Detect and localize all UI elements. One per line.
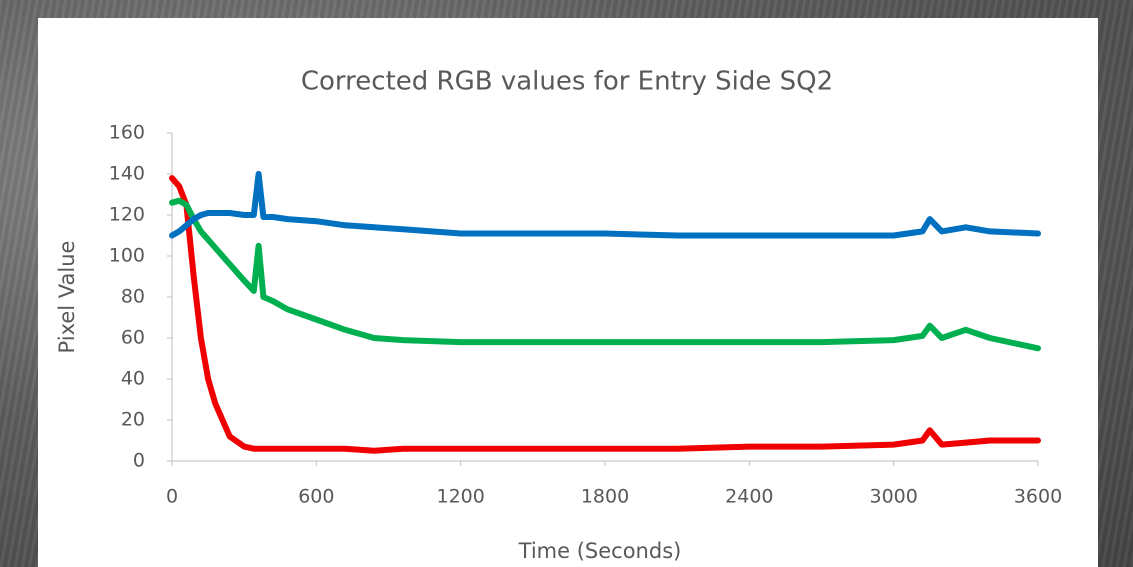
y-tick-label: 20 — [121, 409, 145, 431]
y-tick-label: 160 — [109, 122, 145, 144]
x-tick-label: 600 — [298, 486, 334, 508]
y-tick-label: 140 — [109, 163, 145, 185]
x-tick-label: 3000 — [869, 486, 917, 508]
page: {"chart_data": {"type": "line", "title":… — [0, 0, 1133, 567]
y-tick-label: 60 — [121, 327, 145, 349]
chart-title: Corrected RGB values for Entry Side SQ2 — [301, 67, 833, 97]
y-tick-label: 100 — [109, 245, 145, 267]
y-tick-label: 120 — [109, 204, 145, 226]
x-tick-label: 0 — [166, 486, 178, 508]
x-tick-label: 2400 — [725, 486, 773, 508]
y-tick-label: 80 — [121, 286, 145, 308]
y-tick-label: 40 — [121, 368, 145, 390]
chart: Corrected RGB values for Entry Side SQ2 … — [0, 0, 1133, 567]
x-tick-label: 3600 — [1014, 486, 1062, 508]
x-tick-label: 1200 — [436, 486, 484, 508]
y-axis-title: Pixel Value — [55, 241, 79, 354]
x-axis-title: Time (Seconds) — [518, 539, 682, 563]
x-tick-label: 1800 — [581, 486, 629, 508]
y-tick-label: 0 — [133, 450, 145, 472]
